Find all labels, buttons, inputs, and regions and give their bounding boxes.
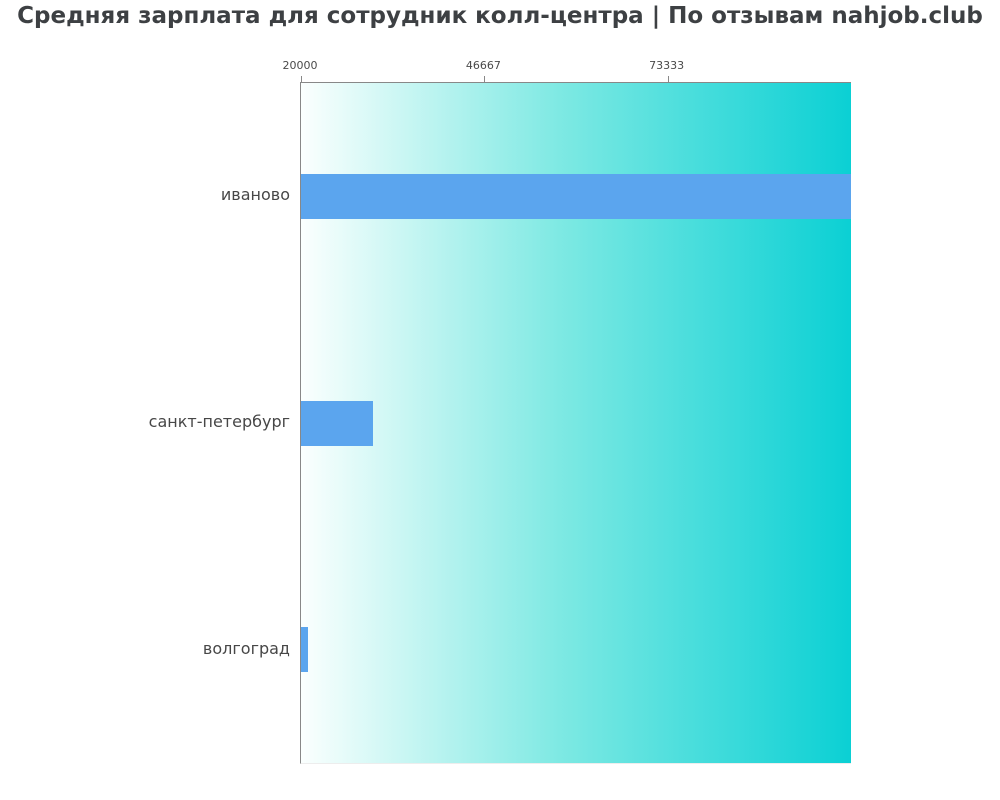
x-axis-tick [301, 76, 302, 82]
bar [301, 400, 373, 446]
category-label: волгоград [202, 638, 290, 658]
chart-title: Средняя зарплата для сотрудник колл-цент… [17, 3, 983, 29]
category-label: иваново [220, 185, 290, 205]
x-axis-tick [667, 76, 669, 82]
category-label: санкт-петербург [148, 412, 290, 431]
plot-area [300, 76, 851, 764]
bar [301, 627, 308, 673]
x-axis-tick-label: 73333 [649, 59, 685, 72]
bar [301, 173, 851, 219]
x-axis-tick [484, 76, 486, 82]
x-axis-tick-label: 46667 [465, 59, 501, 72]
x-axis-tick-label: 20000 [282, 59, 318, 72]
